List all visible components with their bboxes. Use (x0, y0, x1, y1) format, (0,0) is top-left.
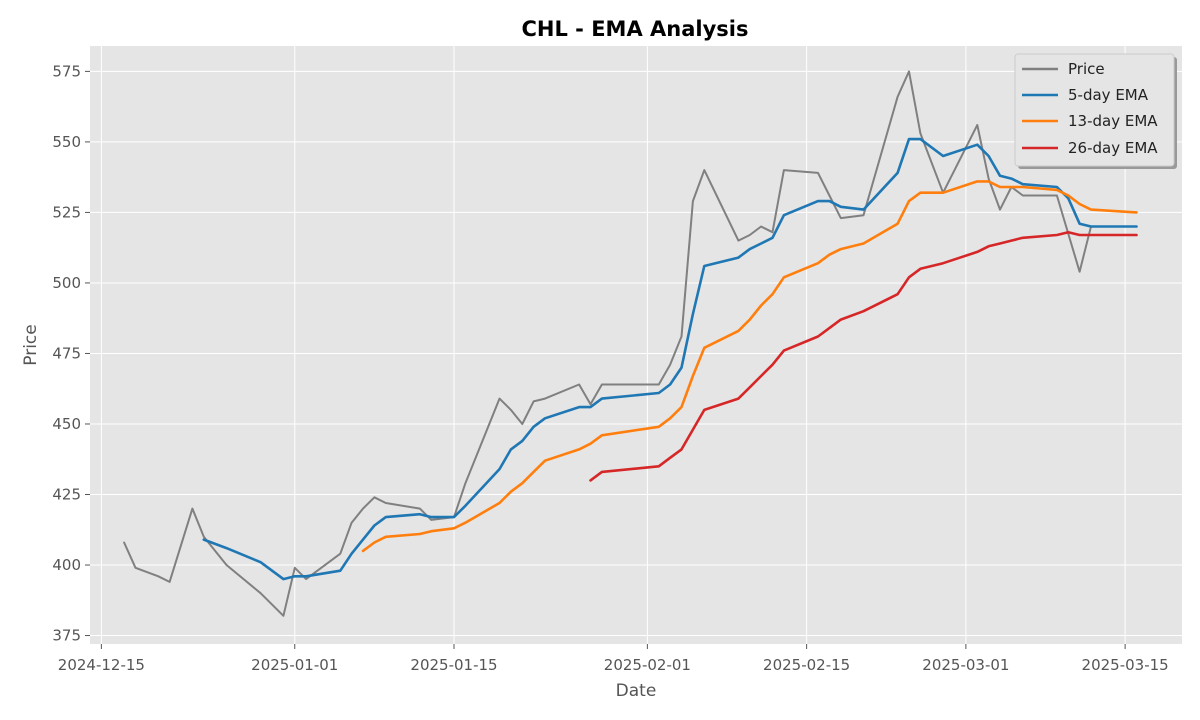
y-tick-label: 425 (52, 486, 81, 504)
y-tick-label: 550 (52, 133, 81, 151)
y-tick-label: 375 (52, 627, 81, 645)
y-tick-label: 575 (52, 62, 81, 80)
y-tick-label: 500 (52, 274, 81, 292)
y-tick-label: 400 (52, 556, 81, 574)
x-tick-label: 2025-02-01 (604, 656, 691, 674)
legend-label-13day-ema: 13-day EMA (1068, 112, 1158, 130)
y-tick-label: 450 (52, 415, 81, 433)
y-axis-label: Price (21, 324, 41, 365)
x-tick-label: 2025-03-01 (922, 656, 1009, 674)
grid-lines (90, 46, 1182, 644)
x-tick-label: 2024-12-15 (58, 656, 145, 674)
x-tick-label: 2025-02-15 (763, 656, 850, 674)
legend-label-26day-ema: 26-day EMA (1068, 139, 1158, 157)
legend-label-price: Price (1068, 60, 1105, 78)
y-tick-label: 475 (52, 344, 81, 362)
legend-box (1014, 53, 1175, 167)
x-tick-label: 2025-03-15 (1082, 656, 1169, 674)
x-tick-label: 2025-01-15 (410, 656, 497, 674)
series-line-13-day-ema (361, 180, 1138, 553)
axis-ticks: 375 400 425 450 475 500 525 550 575 2024-12-15 202… (52, 62, 1168, 674)
legend: Price 5-day EMA 13-day EMA 26-day EMA (1014, 53, 1177, 169)
series-lines (123, 70, 1138, 617)
legend-label-5day-ema: 5-day EMA (1068, 86, 1149, 104)
x-axis-label: Date (616, 681, 657, 701)
series-line-26-day-ema (589, 230, 1138, 482)
chart-title: CHL - EMA Analysis (522, 17, 749, 41)
y-tick-label: 525 (52, 203, 81, 221)
series-line-5-day-ema (202, 137, 1138, 581)
x-tick-label: 2025-01-01 (251, 656, 338, 674)
plot-area (90, 46, 1182, 644)
